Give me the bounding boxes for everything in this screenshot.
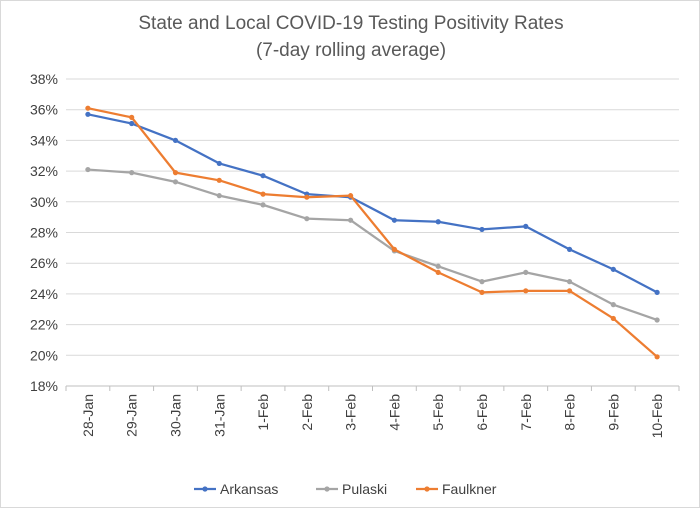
data-point — [129, 114, 135, 120]
data-point — [129, 170, 135, 176]
legend-entry-pulaski: Pulaski — [316, 481, 387, 497]
x-tick-label: 30-Jan — [167, 394, 183, 437]
legend-entry-arkansas: Arkansas — [194, 481, 278, 497]
data-point — [348, 193, 354, 199]
y-tick-label: 26% — [30, 255, 58, 271]
x-tick-label: 8-Feb — [562, 394, 578, 431]
data-point — [216, 160, 222, 167]
data-point — [523, 288, 529, 294]
x-tick-label: 28-Jan — [80, 394, 96, 437]
data-point — [391, 246, 397, 252]
x-tick-label: 7-Feb — [518, 394, 534, 431]
x-tick-label: 29-Jan — [124, 394, 140, 437]
data-point — [260, 191, 266, 197]
x-tick-label: 2-Feb — [299, 394, 315, 431]
series-pulaski — [85, 166, 660, 323]
legend-swatch-marker — [424, 486, 430, 492]
data-point — [172, 179, 179, 185]
legend-label: Faulkner — [442, 481, 497, 497]
data-point — [172, 137, 179, 143]
data-point — [523, 269, 529, 276]
series-line — [86, 168, 659, 322]
y-tick-label: 38% — [30, 71, 58, 87]
data-point — [435, 269, 441, 276]
x-tick-label: 3-Feb — [343, 394, 359, 431]
data-point — [172, 170, 179, 176]
y-tick-label: 32% — [30, 163, 58, 179]
series-line — [86, 107, 659, 358]
y-tick-label: 34% — [30, 132, 58, 148]
series-faulkner — [85, 105, 660, 360]
legend-label: Pulaski — [342, 481, 387, 497]
y-tick-label: 24% — [30, 286, 58, 302]
y-tick-label: 18% — [30, 378, 58, 394]
legend-entry-faulkner: Faulkner — [416, 481, 497, 497]
data-point — [610, 266, 616, 272]
data-point — [304, 194, 310, 200]
y-axis: 18% 20% 22% 24% 26% 28% 30% 32% 34% 36% 38% — [30, 71, 58, 394]
data-point — [610, 302, 616, 308]
x-tick-label: 4-Feb — [386, 394, 402, 431]
data-point — [566, 279, 573, 285]
y-tick-label: 30% — [30, 194, 58, 210]
x-axis: 28-Jan 29-Jan 30-Jan 31-Jan 1-Feb 2-Feb 3-Feb 4… — [65, 385, 680, 439]
data-point — [479, 226, 485, 233]
data-point — [216, 193, 222, 199]
data-point — [216, 177, 222, 183]
x-tick-label: 1-Feb — [255, 394, 271, 431]
data-point — [654, 317, 660, 323]
data-point — [85, 111, 91, 117]
data-point — [654, 289, 660, 295]
data-point — [435, 219, 441, 225]
x-tick-label: 9-Feb — [605, 394, 621, 431]
legend-label: Arkansas — [220, 481, 278, 497]
data-point — [523, 223, 529, 229]
x-tick-label: 31-Jan — [211, 394, 227, 437]
x-tick-label: 6-Feb — [474, 394, 490, 431]
data-point — [479, 289, 485, 295]
data-point — [260, 173, 266, 179]
data-point — [479, 279, 485, 285]
data-point — [304, 216, 310, 222]
data-point — [566, 246, 573, 252]
x-tick-label: 5-Feb — [430, 394, 446, 431]
data-point — [654, 354, 660, 360]
data-point — [348, 217, 354, 223]
chart-title: State and Local COVID-19 Testing Positiv… — [138, 13, 563, 61]
chart-title-line-1: State and Local COVID-19 Testing Positiv… — [138, 13, 563, 34]
data-point — [85, 166, 91, 173]
legend: Arkansas Pulaski Faulkner — [194, 481, 497, 497]
gridlines — [66, 78, 679, 387]
chart-title-line-2: (7-day rolling average) — [256, 40, 446, 61]
series-arkansas — [85, 111, 660, 295]
data-point — [85, 105, 91, 111]
y-tick-label: 28% — [30, 225, 58, 241]
data-point — [391, 217, 397, 223]
x-tick-label: 10-Feb — [649, 394, 665, 439]
data-series — [85, 105, 660, 360]
legend-swatch-marker — [324, 486, 330, 492]
y-tick-label: 20% — [30, 347, 58, 363]
data-point — [610, 315, 616, 322]
data-point — [260, 202, 266, 208]
data-point — [566, 288, 573, 294]
y-tick-label: 22% — [30, 317, 58, 333]
data-point — [129, 120, 135, 127]
legend-swatch-marker — [202, 486, 208, 492]
data-point — [435, 263, 441, 269]
y-tick-label: 36% — [30, 102, 58, 118]
series-line — [86, 113, 659, 294]
